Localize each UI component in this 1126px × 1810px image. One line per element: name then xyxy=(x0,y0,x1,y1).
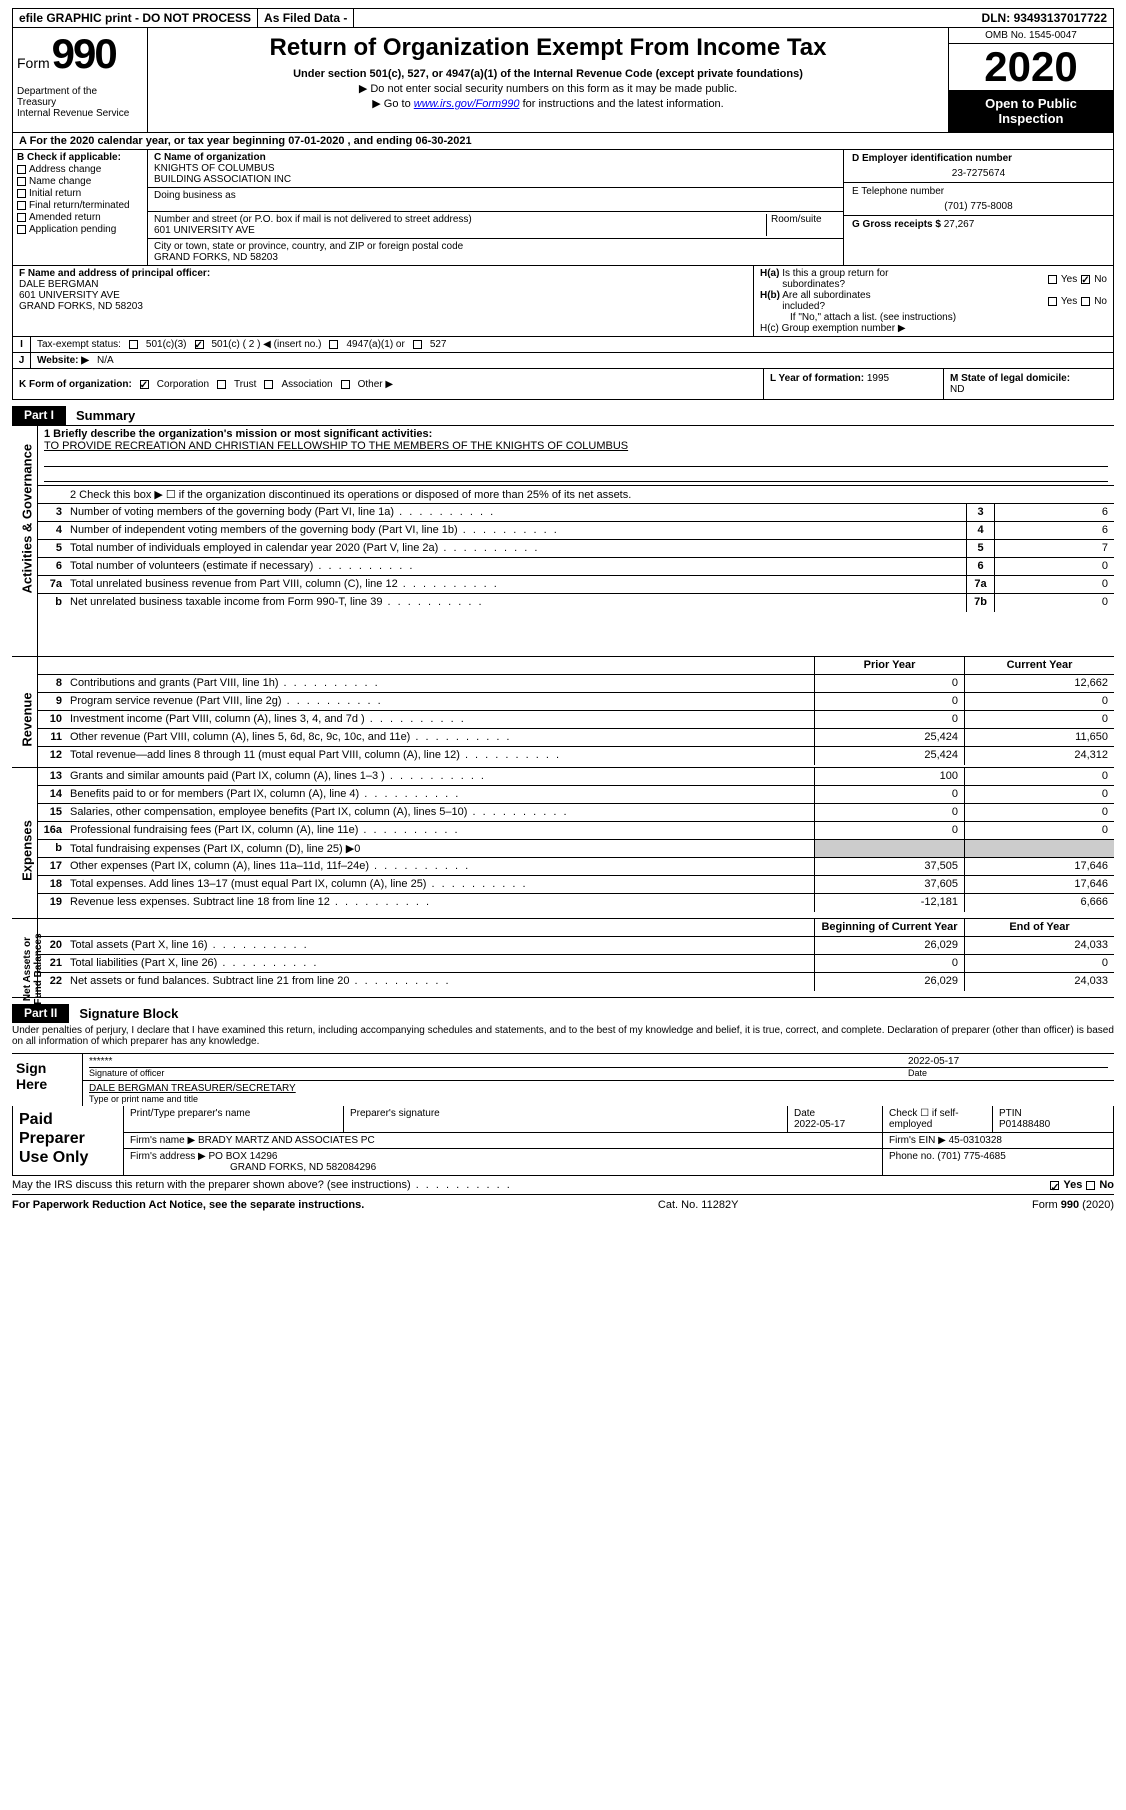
exp-line-19: 19Revenue less expenses. Subtract line 1… xyxy=(38,894,1114,912)
q2-text: 2 Check this box ▶ ☐ if the organization… xyxy=(66,486,1114,503)
asfiled-label: As Filed Data - xyxy=(258,9,354,27)
rev-line-8: 8Contributions and grants (Part VIII, li… xyxy=(38,675,1114,693)
subtitle-3: ▶ Go to www.irs.gov/Form990 for instruct… xyxy=(156,97,940,110)
row-j-label: J xyxy=(13,353,31,368)
subtitle-2: ▶ Do not enter social security numbers o… xyxy=(156,82,940,95)
phone-label: E Telephone number xyxy=(852,186,1105,197)
hb-label: H(b) Are all subordinates included? xyxy=(760,290,871,312)
line-4: 4Number of independent voting members of… xyxy=(38,522,1114,540)
hb-note: If "No," attach a list. (see instruction… xyxy=(760,312,1107,323)
website-val: N/A xyxy=(97,355,114,366)
hc-label: H(c) Group exemption number ▶ xyxy=(760,323,1107,334)
checkbox-address-change[interactable]: Address change xyxy=(17,164,143,175)
form-label: Form xyxy=(17,55,50,71)
gross-label: G Gross receipts $ xyxy=(852,219,941,230)
form-header: Form 990 Department of theTreasuryIntern… xyxy=(12,28,1114,133)
end-year-hdr: End of Year xyxy=(964,919,1114,936)
col-b-checkboxes: B Check if applicable: Address changeNam… xyxy=(13,150,148,265)
officer-addr1: 601 UNIVERSITY AVE xyxy=(19,290,747,301)
tab-expenses: Expenses xyxy=(20,806,35,896)
rev-line-11: 11Other revenue (Part VIII, column (A), … xyxy=(38,729,1114,747)
na-line-20: 20Total assets (Part X, line 16)26,02924… xyxy=(38,937,1114,955)
open-inspection: Open to PublicInspection xyxy=(949,90,1113,132)
addr-label: Number and street (or P.O. box if mail i… xyxy=(154,214,762,225)
subtitle-1: Under section 501(c), 527, or 4947(a)(1)… xyxy=(156,68,940,80)
curr-year-hdr: Current Year xyxy=(964,657,1114,674)
exp-line-13: 13Grants and similar amounts paid (Part … xyxy=(38,768,1114,786)
part1-title: Summary xyxy=(66,406,145,425)
na-line-21: 21Total liabilities (Part X, line 26)00 xyxy=(38,955,1114,973)
q1-label: 1 Briefly describe the organization's mi… xyxy=(44,428,432,440)
exp-line-b: bTotal fundraising expenses (Part IX, co… xyxy=(38,840,1114,858)
footer-right: Form 990 (2020) xyxy=(1032,1199,1114,1211)
ein-label: D Employer identification number xyxy=(852,153,1105,164)
ein-val: 23-7275674 xyxy=(852,164,1105,179)
room-label: Room/suite xyxy=(767,214,837,236)
officer-name: DALE BERGMAN xyxy=(19,279,747,290)
line-7a: 7aTotal unrelated business revenue from … xyxy=(38,576,1114,594)
officer-addr2: GRAND FORKS, ND 58203 xyxy=(19,301,747,312)
sign-here-label: SignHere xyxy=(12,1054,82,1106)
dln: DLN: 93493137017722 xyxy=(976,9,1113,27)
ha-label: H(a) Is this a group return for subordin… xyxy=(760,268,888,290)
exp-line-16a: 16aProfessional fundraising fees (Part I… xyxy=(38,822,1114,840)
omb-number: OMB No. 1545-0047 xyxy=(949,28,1113,44)
footer-left: For Paperwork Reduction Act Notice, see … xyxy=(12,1199,364,1211)
checkbox-amended-return[interactable]: Amended return xyxy=(17,212,143,223)
rev-line-12: 12Total revenue—add lines 8 through 11 (… xyxy=(38,747,1114,765)
org-name-label: C Name of organization xyxy=(154,152,837,163)
exp-line-14: 14Benefits paid to or for members (Part … xyxy=(38,786,1114,804)
mission-text: TO PROVIDE RECREATION AND CHRISTIAN FELL… xyxy=(44,440,628,452)
na-line-22: 22Net assets or fund balances. Subtract … xyxy=(38,973,1114,991)
phone-val: (701) 775-8008 xyxy=(852,197,1105,212)
checkbox-name-change[interactable]: Name change xyxy=(17,176,143,187)
gross-val: 27,267 xyxy=(944,219,975,230)
checkbox-application-pending[interactable]: Application pending xyxy=(17,224,143,235)
irs-link[interactable]: www.irs.gov/Form990 xyxy=(414,98,520,110)
exp-line-15: 15Salaries, other compensation, employee… xyxy=(38,804,1114,822)
part1-tag: Part I xyxy=(12,406,66,425)
rev-line-10: 10Investment income (Part VIII, column (… xyxy=(38,711,1114,729)
part2-title: Signature Block xyxy=(69,1004,188,1023)
signature-blurb: Under penalties of perjury, I declare th… xyxy=(12,1023,1114,1053)
sig-stars: ****** xyxy=(89,1056,908,1067)
tab-netassets: Net Assets orFund Balances xyxy=(22,924,44,1014)
discuss-text: May the IRS discuss this return with the… xyxy=(12,1179,1050,1191)
line-7b: bNet unrelated business taxable income f… xyxy=(38,594,1114,612)
dba-label: Doing business as xyxy=(154,190,837,201)
checkbox-final-return-terminated[interactable]: Final return/terminated xyxy=(17,200,143,211)
efile-notice: efile GRAPHIC print - DO NOT PROCESS xyxy=(13,9,258,27)
rev-line-9: 9Program service revenue (Part VIII, lin… xyxy=(38,693,1114,711)
beg-year-hdr: Beginning of Current Year xyxy=(814,919,964,936)
org-name-2: BUILDING ASSOCIATION INC xyxy=(154,174,837,185)
tax-year: 2020 xyxy=(949,44,1113,90)
officer-label: F Name and address of principal officer: xyxy=(19,268,747,279)
street-addr: 601 UNIVERSITY AVE xyxy=(154,225,762,236)
row-a-period: A For the 2020 calendar year, or tax yea… xyxy=(12,133,1114,150)
footer-mid: Cat. No. 11282Y xyxy=(658,1199,739,1211)
city-label: City or town, state or province, country… xyxy=(154,241,837,252)
prior-year-hdr: Prior Year xyxy=(814,657,964,674)
city-val: GRAND FORKS, ND 58203 xyxy=(154,252,837,263)
form-title: Return of Organization Exempt From Incom… xyxy=(156,34,940,62)
exp-line-18: 18Total expenses. Add lines 13–17 (must … xyxy=(38,876,1114,894)
line-3: 3Number of voting members of the governi… xyxy=(38,504,1114,522)
paid-preparer-label: PaidPreparerUse Only xyxy=(13,1106,123,1175)
tab-governance: Activities & Governance xyxy=(20,504,35,594)
row-i-label: I xyxy=(13,337,31,352)
top-bar: efile GRAPHIC print - DO NOT PROCESS As … xyxy=(12,8,1114,28)
officer-name-title: DALE BERGMAN TREASURER/SECRETARY xyxy=(89,1083,1108,1094)
tab-revenue: Revenue xyxy=(20,675,35,765)
sig-date: 2022-05-17 xyxy=(908,1056,1108,1067)
line-6: 6Total number of volunteers (estimate if… xyxy=(38,558,1114,576)
org-name-1: KNIGHTS OF COLUMBUS xyxy=(154,163,837,174)
line-5: 5Total number of individuals employed in… xyxy=(38,540,1114,558)
checkbox-initial-return[interactable]: Initial return xyxy=(17,188,143,199)
form-number: 990 xyxy=(52,30,116,78)
dept-label: Department of theTreasuryInternal Revenu… xyxy=(17,86,143,119)
exp-line-17: 17Other expenses (Part IX, column (A), l… xyxy=(38,858,1114,876)
